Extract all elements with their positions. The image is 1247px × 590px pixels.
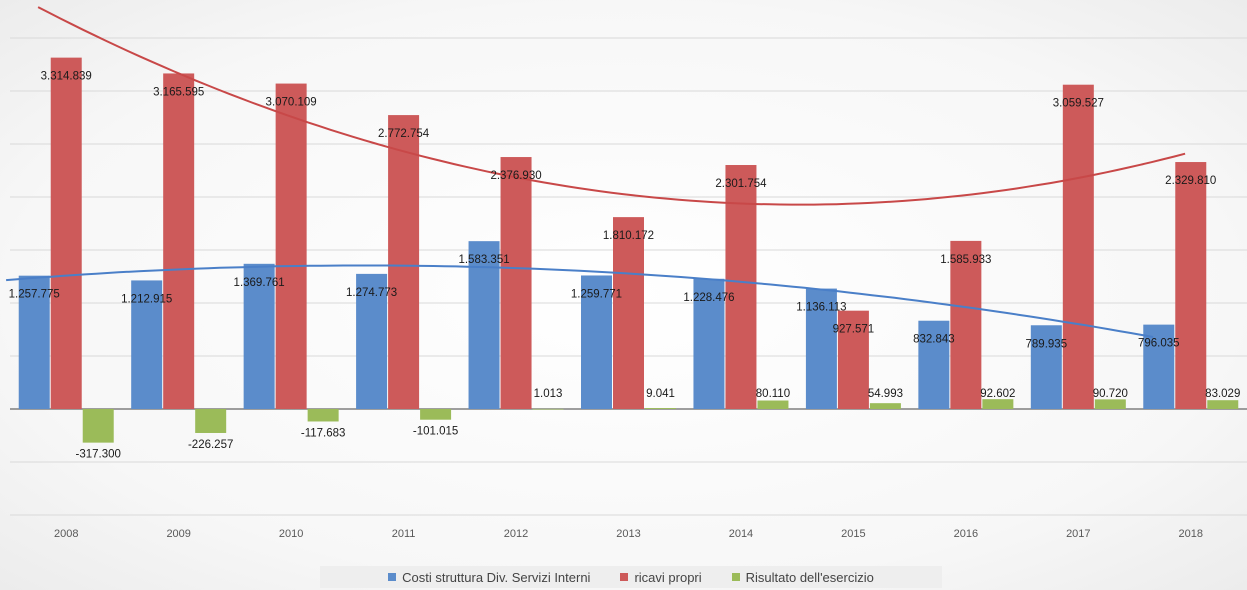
legend-label-risultato: Risultato dell'esercizio	[745, 569, 874, 585]
x-tick-2017: 2017	[1066, 528, 1090, 540]
x-tick-2009: 2009	[166, 528, 190, 540]
data-label-risultato-2011: -101.015	[413, 426, 458, 438]
bar-costi-2015	[805, 288, 837, 409]
legend-item-ricavi: ricavi propri	[620, 569, 702, 585]
data-label-costi-2013: 1.259.771	[571, 288, 622, 300]
data-label-costi-2018: 796.035	[1138, 338, 1180, 350]
bar-costi-2012	[468, 241, 500, 409]
data-label-risultato-2009: -226.257	[188, 439, 233, 451]
data-label-risultato-2014: 80.110	[756, 388, 790, 400]
bar-ricavi-2012	[500, 157, 532, 409]
bar-ricavi-2013	[613, 217, 644, 409]
x-tick-2008: 2008	[54, 528, 78, 540]
bar-costi-2018	[1143, 324, 1175, 409]
trendline-costi	[6, 264, 1154, 338]
bar-ricavi-2009	[163, 73, 195, 409]
data-label-ricavi-2014: 2.301.754	[715, 178, 767, 190]
data-label-ricavi-2009: 3.165.595	[153, 86, 204, 98]
data-labels: 1.257.775 3.314.839 -317.300 1.212.915 3.165…	[9, 71, 1241, 461]
data-label-costi-2017: 789.935	[1026, 338, 1068, 350]
legend-swatch-ricavi	[620, 573, 629, 581]
bar-risultato-2017	[1094, 399, 1126, 409]
legend-swatch-risultato	[731, 573, 740, 581]
data-label-costi-2015: 1.136.113	[796, 302, 846, 314]
bar-costi-2017	[1030, 325, 1062, 409]
legend-item-risultato: Risultato dell'esercizio	[731, 569, 874, 585]
data-label-risultato-2008: -317.300	[76, 449, 121, 461]
data-label-ricavi-2008: 3.314.839	[41, 71, 92, 83]
bar-risultato-2011	[420, 409, 452, 420]
data-label-risultato-2017: 90.720	[1093, 388, 1128, 400]
data-label-ricavi-2010: 3.070.109	[266, 97, 317, 109]
legend: Costi struttura Div. Servizi Interni ric…	[320, 566, 942, 588]
data-label-ricavi-2013: 1.810.172	[603, 230, 654, 242]
bar-costi-2014	[693, 278, 725, 409]
x-tick-2013: 2013	[616, 528, 640, 540]
x-axis-ticks: 2008 2009 2010 2011 2012 2013 2014 2015 2016 2017…	[54, 528, 1203, 540]
bar-risultato-2018	[1207, 400, 1239, 409]
trendlines	[6, 6, 1186, 338]
data-label-ricavi-2015: 927.571	[833, 324, 875, 336]
legend-swatch-costi	[388, 573, 397, 581]
bar-ricavi-2011	[388, 115, 420, 409]
bar-costi-2011	[356, 273, 388, 409]
bar-ricavi-2018	[1175, 162, 1207, 409]
bar-risultato-2012	[532, 408, 564, 410]
bar-ricavi-2016	[950, 240, 982, 409]
legend-label-ricavi: ricavi propri	[634, 569, 702, 585]
data-label-ricavi-2016: 1.585.933	[940, 254, 991, 266]
data-label-costi-2008: 1.257.775	[9, 289, 60, 301]
legend-label-costi: Costi struttura Div. Servizi Interni	[402, 569, 591, 585]
data-label-costi-2012: 1.583.351	[458, 254, 509, 266]
bar-risultato-2014	[757, 400, 789, 409]
bar-risultato-2009	[195, 409, 227, 433]
x-tick-2016: 2016	[954, 528, 978, 540]
bar-ricavi-2008	[50, 57, 82, 409]
data-label-ricavi-2012: 2.376.930	[490, 170, 541, 182]
bar-ricavi-2010	[275, 83, 307, 409]
bar-costi-2010	[243, 263, 275, 409]
trendline-ricavi	[37, 6, 1186, 206]
bar-risultato-2010	[307, 409, 339, 422]
bar-risultato-2008	[82, 409, 114, 443]
bar-costi-2009	[131, 280, 163, 409]
bar-risultato-2013	[645, 408, 676, 409]
bar-ricavi-2014	[725, 165, 757, 409]
data-label-costi-2009: 1.212.915	[121, 293, 172, 305]
data-label-costi-2010: 1.369.761	[234, 277, 285, 289]
data-label-risultato-2013: 9.041	[646, 388, 675, 400]
x-tick-2014: 2014	[729, 528, 753, 540]
bar-costi-2013	[581, 275, 612, 409]
bars	[18, 57, 1239, 443]
data-label-costi-2011: 1.274.773	[346, 287, 397, 299]
bar-ricavi-2017	[1062, 84, 1094, 410]
data-label-ricavi-2017: 3.059.527	[1053, 98, 1104, 110]
bar-ricavi-2015	[837, 310, 869, 409]
data-label-risultato-2015: 54.993	[868, 388, 903, 400]
bar-costi-2016	[918, 320, 950, 409]
data-label-ricavi-2011: 2.772.754	[378, 128, 430, 140]
data-label-costi-2016: 832.843	[913, 334, 955, 346]
legend-item-costi: Costi struttura Div. Servizi Interni	[388, 570, 590, 585]
bar-costi-2008	[18, 275, 50, 409]
x-tick-2010: 2010	[279, 528, 303, 540]
data-label-ricavi-2018: 2.329.810	[1165, 175, 1216, 187]
data-label-risultato-2018: 83.029	[1205, 388, 1240, 400]
bar-risultato-2016	[982, 399, 1014, 409]
data-label-risultato-2016: 92.602	[980, 388, 1015, 400]
data-label-costi-2014: 1.228.476	[683, 292, 734, 304]
x-tick-2015: 2015	[841, 528, 865, 540]
data-label-risultato-2010: -117.683	[301, 427, 346, 439]
x-tick-2012: 2012	[504, 528, 528, 540]
data-label-risultato-2012: 1.013	[534, 388, 563, 400]
x-tick-2011: 2011	[392, 528, 416, 540]
x-tick-2018: 2018	[1179, 528, 1203, 540]
bar-risultato-2015	[869, 403, 901, 409]
